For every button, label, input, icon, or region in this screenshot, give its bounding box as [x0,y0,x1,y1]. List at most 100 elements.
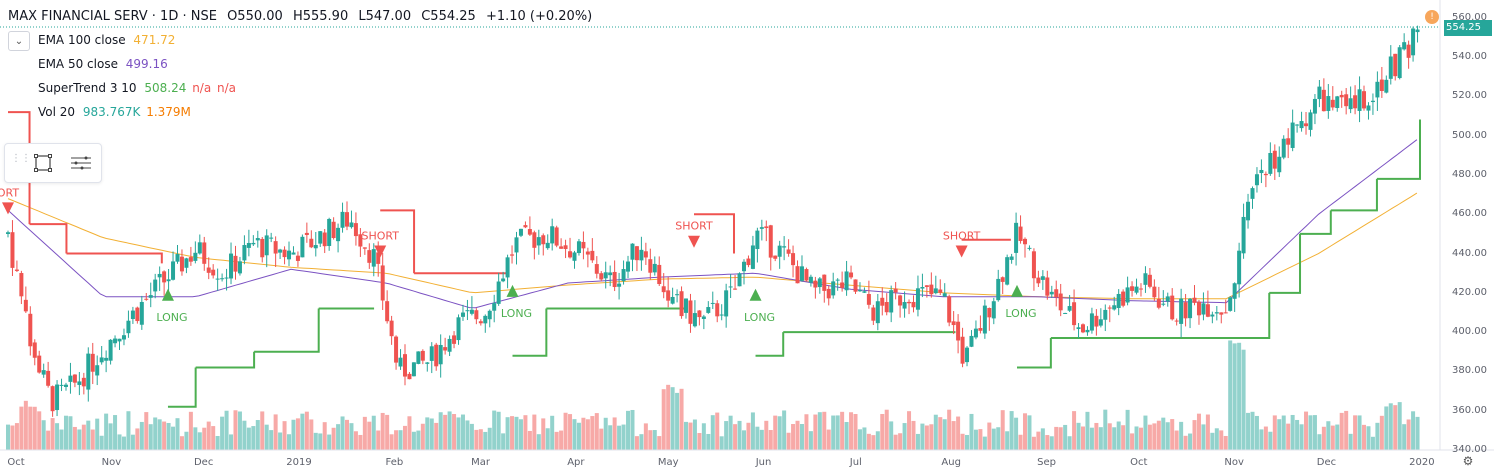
candle-body [902,302,907,309]
candle-body [1277,156,1282,173]
volume-bar [144,412,149,450]
candle-body [456,317,461,341]
volume-bar [1321,426,1326,450]
volume-bar [331,427,336,450]
candle-body [474,310,479,320]
candle-body [550,226,555,244]
ohlc-change: +1.10 (+0.20%) [485,9,593,24]
candle-body [1156,298,1161,308]
volume-bar [902,423,907,450]
volume-bar [639,434,644,450]
volume-bar [634,436,639,450]
volume-bar [429,418,434,450]
select-rectangle-button[interactable] [29,149,57,177]
indicator-ema100[interactable]: EMA 100 close 471.72 [38,33,175,47]
price-tick-label: 520.00 [1452,90,1487,102]
indicator-supertrend[interactable]: SuperTrend 3 10 508.24 n/a n/a [38,81,236,95]
list-menu-button[interactable] [67,149,95,177]
volume-bar [242,420,247,450]
candle-body [251,242,256,245]
volume-bar [1107,423,1112,450]
volume-bar [661,389,666,450]
volume-bar [1250,411,1255,450]
candle-body [733,288,738,290]
candle-body [1201,303,1206,315]
candle-body [1183,302,1188,319]
volume-bar [425,417,430,450]
candle-body [657,264,662,285]
indicator-value: 508.24 [144,81,187,95]
indicator-volume[interactable]: Vol 20 983.767K 1.379M [38,105,191,119]
volume-bar [746,422,751,450]
candle-body [86,353,91,390]
volume-bar [438,412,443,450]
volume-bar [510,416,515,450]
volume-bar [550,415,555,450]
indicator-value-2: 1.379M [146,105,191,119]
candle-body [661,286,666,293]
volume-bar [1246,412,1251,450]
alert-icon[interactable]: ! [1425,10,1439,24]
candle-body [1058,293,1063,311]
volume-bar [376,430,381,450]
candle-body [246,242,251,248]
candle-body [942,293,947,297]
volume-bar [474,429,479,450]
candle-body [1393,53,1398,77]
candle-body [741,261,746,272]
price-tick-label: 500.00 [1452,129,1487,141]
volume-bar [1036,431,1041,450]
candle-body [884,302,889,313]
volume-bar [278,432,283,450]
candle-body [1406,44,1411,58]
indicator-value: 983.767K [82,105,141,119]
volume-bar [880,413,885,450]
volume-bar [1174,430,1179,450]
time-tick-label: 2019 [286,457,312,468]
candle-body [95,365,100,376]
candle-body [264,235,269,256]
volume-bar [63,415,68,450]
candle-body [701,316,706,319]
candle-body [179,256,184,272]
symbol-title[interactable]: MAX FINANCIAL SERV · 1D · NSE [8,9,217,24]
candle-body [291,252,296,255]
collapse-legend-button[interactable]: ⌄ [8,31,30,51]
volume-bar [518,419,523,450]
volume-bar [898,433,903,450]
volume-bar [648,430,653,450]
candle-body [153,279,158,292]
volume-bar [1370,436,1375,450]
volume-bar [447,411,452,450]
candle-body [269,237,274,239]
volume-bar [652,430,657,450]
supertrend-segment [1269,233,1302,294]
volume-bar [358,434,363,450]
candle-body [1415,29,1420,33]
volume-bar [701,423,706,450]
candle-body [425,362,430,364]
drag-handle-icon[interactable]: ⋮⋮ [11,153,31,164]
candle-body [295,255,300,261]
candle-body [1250,188,1255,199]
candle-body [1205,304,1210,317]
candle-body [764,226,769,229]
volume-bar [1326,421,1331,450]
candle-body [434,344,439,367]
volume-bar [1384,406,1389,450]
volume-bar [389,434,394,450]
candle-body [1121,291,1126,306]
volume-bar [157,419,162,450]
candle-body [871,307,876,321]
candle-body [630,243,635,260]
candle-body [978,328,983,331]
candle-body [866,294,871,305]
candle-body [920,287,925,289]
indicator-ema50[interactable]: EMA 50 close 499.16 [38,57,168,71]
candle-body [367,250,372,263]
volume-bar [420,423,425,450]
chart-settings-button[interactable]: ⚙ [1459,452,1477,470]
indicator-name: SuperTrend 3 10 [38,81,137,95]
volume-bar [434,422,439,450]
